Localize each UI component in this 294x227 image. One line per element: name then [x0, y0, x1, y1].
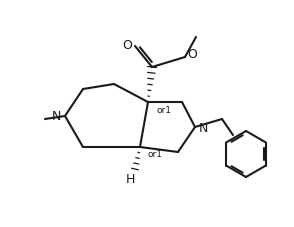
Text: or1: or1 [156, 106, 171, 115]
Text: O: O [187, 47, 197, 60]
Text: O: O [122, 38, 132, 51]
Text: or1: or1 [148, 150, 163, 159]
Text: N: N [198, 121, 208, 134]
Text: N: N [51, 110, 61, 123]
Text: H: H [125, 173, 135, 186]
